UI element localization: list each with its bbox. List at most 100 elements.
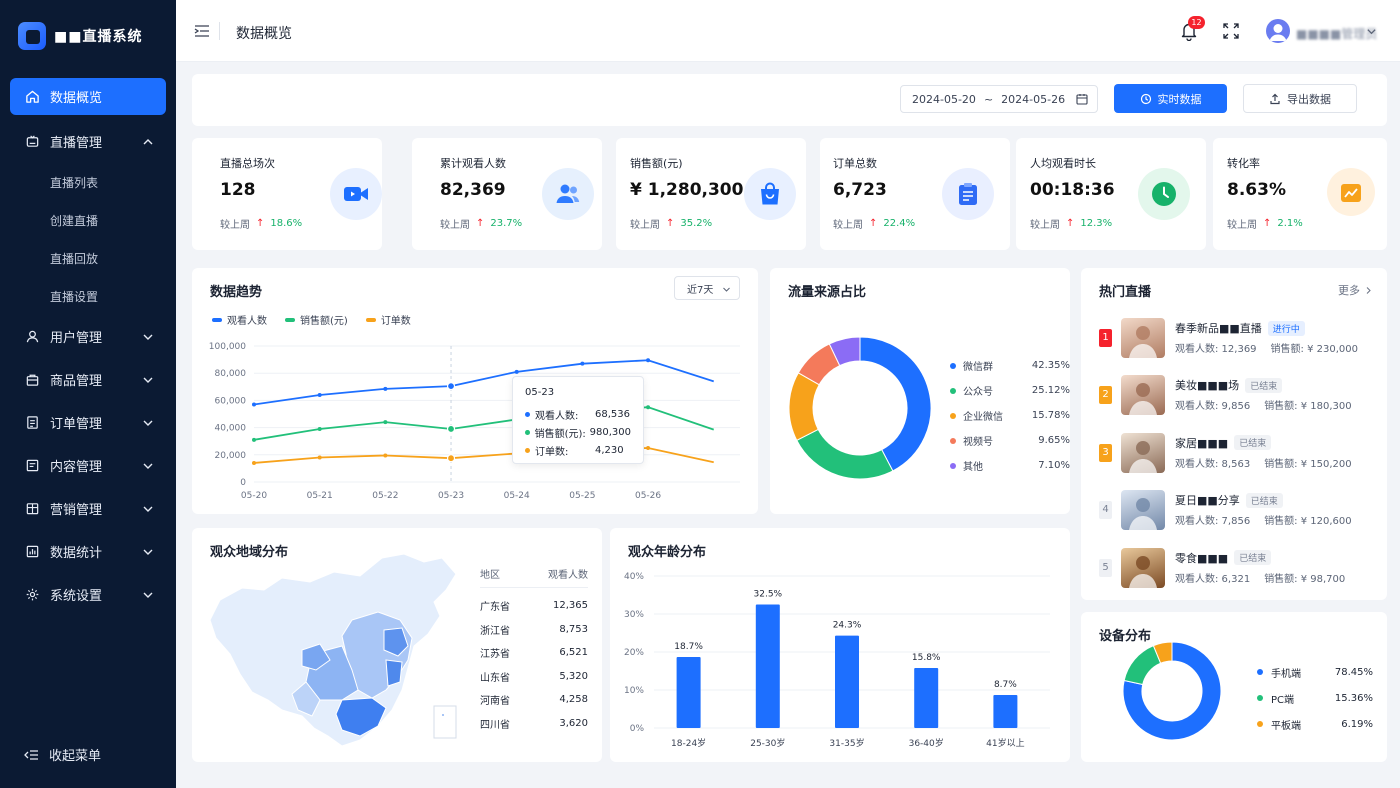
table-row: 山东省 5,320: [480, 670, 588, 684]
device-legend: 手机端 78.45% PC端 15.36% 平板端 6.19%: [1257, 659, 1373, 737]
x-tick-label: 05-20: [241, 491, 267, 501]
data-point: [446, 424, 456, 434]
y-tick-label: 40%: [624, 572, 644, 582]
hot-title: 热门直播: [1099, 285, 1152, 300]
data-point: [383, 386, 388, 391]
export-data-button[interactable]: 导出数据: [1243, 84, 1357, 113]
arrow-up-icon: ↑: [1263, 218, 1272, 229]
live-title: 零食■■■: [1175, 551, 1229, 565]
sidebar-item-statistics[interactable]: 数据统计: [0, 530, 176, 573]
stat-card-sales: 销售额(元) ¥ 1,280,300 较上周 ↑ 35.2%: [616, 138, 806, 250]
legend-item[interactable]: 销售额(元): [285, 312, 348, 327]
range-select[interactable]: 近7天: [674, 276, 740, 300]
stat-value: 8.63%: [1227, 180, 1286, 200]
collapse-menu-button[interactable]: 收起菜单: [24, 745, 101, 764]
sidebar: ■■直播系统 数据概览 直播管理 直播列表 创建直播 直播回放 直播设置 用户管…: [0, 0, 176, 788]
home-icon: [24, 89, 40, 105]
more-label: 更多: [1338, 284, 1360, 297]
sidebar-item-marketing[interactable]: 营销管理: [0, 487, 176, 530]
bar: [993, 694, 1018, 728]
sidebar-item-settings[interactable]: 系统设置: [0, 573, 176, 616]
app-logo[interactable]: ■■直播系统: [18, 22, 142, 50]
trend-line-chart[interactable]: 0 20,000 40,000 60,000 80,000 100,000 05-20 05-…: [192, 268, 758, 514]
collapse-icon: [24, 749, 38, 760]
sidebar-item-overview[interactable]: 数据概览: [10, 78, 166, 115]
pie-slice: [796, 428, 894, 480]
top-bar: 数据概览 12 ■■■■管理员: [176, 0, 1400, 62]
data-label: 15.8%: [912, 653, 941, 663]
pie-slice: [1123, 645, 1162, 686]
hot-live-item[interactable]: 2 美妆■■■场 已结束 观看人数: 9,856 销售额: ¥ 180,300: [1097, 371, 1367, 421]
legend-item[interactable]: PC端 15.36%: [1257, 685, 1373, 711]
content-icon: [24, 458, 40, 474]
sidebar-item-label: 数据概览: [50, 91, 103, 106]
live-metrics: 观看人数: 7,856 销售额: ¥ 120,600: [1175, 512, 1352, 527]
sidebar-item-label: 用户管理: [50, 331, 103, 346]
menu-toggle-icon[interactable]: [194, 24, 210, 38]
users-icon: [542, 168, 594, 220]
stat-compare: 较上周 ↑ 2.1%: [1227, 216, 1303, 231]
chevron-down-icon[interactable]: [1366, 26, 1377, 37]
y-tick-label: 20,000: [215, 451, 247, 461]
stat-compare: 较上周 ↑ 18.6%: [220, 216, 302, 231]
more-link[interactable]: 更多: [1338, 282, 1373, 298]
arrow-up-icon: ↑: [666, 218, 675, 229]
sidebar-subitem-live-list[interactable]: 直播列表: [50, 175, 99, 190]
legend-item[interactable]: 观看人数: [212, 312, 267, 327]
sidebar-item-users[interactable]: 用户管理: [0, 315, 176, 358]
fullscreen-icon[interactable]: [1223, 23, 1239, 39]
hot-live-item[interactable]: 3 家居■■■ 已结束 观看人数: 8,563 销售额: ¥ 150,200: [1097, 429, 1367, 479]
stat-card-orders: 订单总数 6,723 较上周 ↑ 22.4%: [820, 138, 1010, 250]
realtime-data-button[interactable]: 实时数据: [1114, 84, 1227, 113]
legend-item[interactable]: 视频号 9.65%: [950, 428, 1070, 453]
legend-item[interactable]: 公众号 25.12%: [950, 378, 1070, 403]
sidebar-item-products[interactable]: 商品管理: [0, 358, 176, 401]
app-name: ■■直播系统: [54, 29, 143, 45]
status-badge: 已结束: [1245, 492, 1283, 508]
traffic-donut-chart[interactable]: [780, 328, 940, 488]
age-bar-chart[interactable]: 0% 10% 20% 30% 40% 18.7% 18-24岁 32.5% 25-30岁 24.3…: [610, 528, 1070, 762]
sidebar-item-live[interactable]: 直播管理: [0, 120, 176, 163]
sidebar-subitem-create-live[interactable]: 创建直播: [50, 213, 99, 228]
rank-badge: 2: [1099, 386, 1112, 405]
status-badge: 已结束: [1234, 550, 1272, 566]
sidebar-subitem-replay[interactable]: 直播回放: [50, 251, 99, 266]
live-viewers: 观看人数: 8,563: [1175, 458, 1251, 470]
hot-live-item[interactable]: 1 春季新品■■直播 进行中 观看人数: 12,369 销售额: ¥ 230,000: [1097, 314, 1367, 364]
device-donut-chart[interactable]: [1117, 636, 1227, 746]
hot-live-card: 热门直播 更多 1 春季新品■■直播 进行中 观看人数: 12,369 销售额: ¥ 2…: [1081, 268, 1387, 600]
live-sales: 销售额: ¥ 98,700: [1264, 573, 1346, 585]
live-title: 美妆■■■场: [1175, 379, 1240, 393]
date-range-picker[interactable]: 2024-05-20 ~ 2024-05-26: [900, 85, 1098, 113]
sidebar-subitem-live-settings[interactable]: 直播设置: [50, 289, 99, 304]
legend-item[interactable]: 微信群 42.35%: [950, 353, 1070, 378]
user-name[interactable]: ■■■■管理员: [1296, 27, 1378, 41]
hot-live-item[interactable]: 4 夏日■■分享 已结束 观看人数: 7,856 销售额: ¥ 120,600: [1097, 486, 1367, 536]
hot-live-item[interactable]: 5 零食■■■ 已结束 观看人数: 6,321 销售额: ¥ 98,700: [1097, 544, 1367, 594]
sidebar-item-content[interactable]: 内容管理: [0, 444, 176, 487]
sidebar-item-orders[interactable]: 订单管理: [0, 401, 176, 444]
live-viewers: 观看人数: 9,856: [1175, 401, 1251, 413]
table-row: 浙江省 8,753: [480, 623, 588, 637]
data-point: [514, 369, 519, 374]
device-card: 设备分布 手机端 78.45% PC端 15.36% 平板端 6.19%: [1081, 612, 1387, 762]
legend-item[interactable]: 订单数: [365, 312, 411, 327]
user-icon: [24, 329, 40, 345]
avatar[interactable]: [1266, 19, 1290, 43]
legend-item[interactable]: 企业微信 15.78%: [950, 403, 1070, 428]
chart-icon: [24, 544, 40, 560]
data-point: [383, 453, 388, 458]
pie-slice: [828, 336, 861, 367]
arrow-up-icon: ↑: [256, 218, 265, 229]
sidebar-item-label: 订单管理: [50, 417, 103, 432]
x-tick-label: 25-30岁: [750, 737, 785, 749]
bar: [914, 667, 939, 728]
stat-value: ¥ 1,280,300: [630, 180, 744, 200]
x-tick-label: 31-35岁: [829, 737, 864, 749]
live-thumbnail: [1121, 547, 1165, 588]
legend-item[interactable]: 其他 7.10%: [950, 453, 1070, 478]
legend-item[interactable]: 手机端 78.45%: [1257, 659, 1373, 685]
data-point: [446, 454, 456, 463]
china-map[interactable]: [202, 550, 472, 750]
legend-item[interactable]: 平板端 6.19%: [1257, 711, 1373, 737]
